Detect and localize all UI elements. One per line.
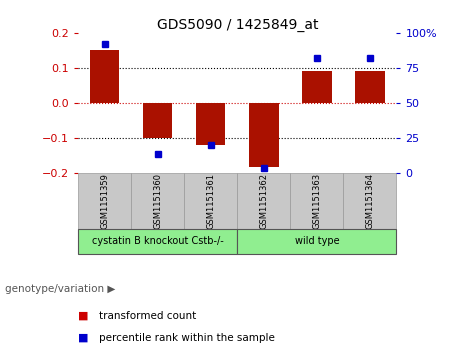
Bar — [302, 71, 331, 103]
Text: cystatin B knockout Cstb-/-: cystatin B knockout Cstb-/- — [92, 236, 224, 246]
Bar — [184, 173, 237, 229]
Text: transformed count: transformed count — [99, 311, 196, 321]
Text: GSM1151359: GSM1151359 — [100, 173, 109, 229]
Bar — [143, 103, 172, 138]
Bar — [237, 229, 396, 254]
Bar — [78, 229, 237, 254]
Bar — [78, 173, 131, 229]
Text: GSM1151361: GSM1151361 — [207, 173, 215, 229]
Bar — [290, 173, 343, 229]
Text: wild type: wild type — [295, 236, 339, 246]
Text: ■: ■ — [78, 333, 89, 343]
Bar — [343, 173, 396, 229]
Bar — [237, 173, 290, 229]
Bar — [355, 71, 384, 103]
Text: GSM1151363: GSM1151363 — [313, 172, 321, 229]
Text: GSM1151364: GSM1151364 — [366, 173, 374, 229]
Title: GDS5090 / 1425849_at: GDS5090 / 1425849_at — [157, 18, 318, 32]
Bar — [90, 50, 119, 103]
Text: percentile rank within the sample: percentile rank within the sample — [99, 333, 275, 343]
Bar — [249, 103, 278, 167]
Text: genotype/variation ▶: genotype/variation ▶ — [5, 284, 115, 294]
Text: ■: ■ — [78, 311, 89, 321]
Bar — [196, 103, 225, 145]
Bar — [131, 173, 184, 229]
Text: GSM1151362: GSM1151362 — [260, 173, 268, 229]
Text: GSM1151360: GSM1151360 — [154, 173, 162, 229]
